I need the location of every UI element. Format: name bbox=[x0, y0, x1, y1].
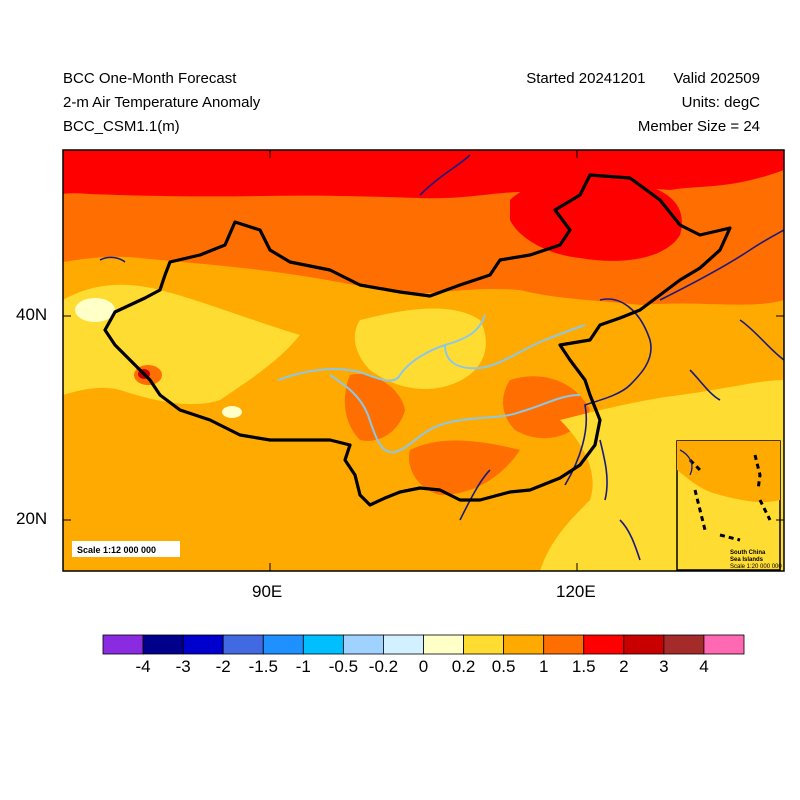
anomaly-fill-1p5-2-northeast bbox=[510, 176, 682, 261]
map-frame bbox=[62, 149, 785, 572]
inset-label-line1: South China bbox=[730, 550, 766, 556]
colorbar-label: 0.2 bbox=[451, 657, 476, 676]
y-tick-20n: 20N bbox=[16, 509, 48, 528]
colorbar-swatch bbox=[663, 634, 705, 655]
inset-dashed-line bbox=[688, 454, 772, 542]
colorbar-swatch bbox=[383, 634, 424, 655]
colorbar-swatch bbox=[703, 634, 745, 655]
scale-box bbox=[72, 541, 180, 557]
anomaly-fill-0-0p2-west bbox=[75, 298, 115, 322]
inset-coastline bbox=[679, 449, 693, 476]
anomaly-fill-0p2-0p5-west bbox=[63, 284, 300, 405]
colorbar-label: 0.5 bbox=[491, 657, 516, 676]
member-size-label: Member Size = 24 bbox=[637, 118, 760, 135]
colorbar-swatch bbox=[262, 634, 304, 655]
anomaly-fill-0p2-0p5-central bbox=[354, 308, 486, 390]
colorbar-swatch bbox=[423, 634, 464, 655]
colorbar-label: -1 bbox=[295, 657, 311, 676]
map-title: BCC One-Month Forecast bbox=[63, 70, 237, 87]
anomaly-field: Scale 1:12 000 000 South China Sea Islan… bbox=[63, 150, 784, 571]
date-info: Started 20241201 Valid 202509 bbox=[526, 70, 760, 88]
colorbar-swatch bbox=[142, 634, 184, 655]
colorbar-label: -1.5 bbox=[248, 657, 278, 676]
inset-label-line2: Sea Islands bbox=[730, 557, 764, 563]
colorbar-swatch bbox=[342, 634, 384, 655]
started-label: Started 20241201 bbox=[526, 70, 646, 87]
colorbar-label: 3 bbox=[659, 657, 669, 676]
colorbar-label: -0.2 bbox=[368, 657, 399, 676]
colorbar-label: 1 bbox=[538, 657, 549, 676]
model-label: BCC_CSM1.1(m) bbox=[63, 118, 180, 135]
yangtze-river bbox=[329, 374, 581, 454]
anomaly-fill-1-1p5-south bbox=[409, 440, 520, 495]
scale-main-label: Scale 1:12 000 000 bbox=[77, 545, 156, 555]
x-tick-120e: 120E bbox=[556, 582, 596, 601]
colorbar-label: 4 bbox=[699, 657, 709, 676]
colorbar-swatch bbox=[102, 634, 144, 655]
china-border bbox=[103, 173, 732, 507]
valid-label: Valid 202509 bbox=[673, 70, 760, 87]
colorbar-swatch bbox=[182, 634, 224, 655]
colorbar-swatch bbox=[302, 634, 344, 655]
yellow-river bbox=[277, 314, 586, 382]
colorbar-swatch bbox=[463, 634, 505, 655]
x-tick-90e: 90E bbox=[252, 582, 283, 601]
colorbar-label: -3 bbox=[175, 657, 191, 676]
colorbar-swatch bbox=[583, 634, 625, 655]
colorbar-label: -2 bbox=[215, 657, 231, 676]
inset-scale-label: Scale 1:20 000 000 bbox=[730, 564, 782, 570]
south-china-sea-inset: South China Sea Islands Scale 1:20 000 0… bbox=[676, 440, 782, 571]
colorbar-swatch bbox=[623, 634, 665, 655]
anomaly-fill-1-1p5-sichuan bbox=[344, 374, 405, 441]
colorbar bbox=[102, 634, 745, 655]
units-label: Units: degC bbox=[681, 94, 760, 111]
colorbar-label: -0.5 bbox=[328, 657, 359, 676]
colorbar-label: 2 bbox=[619, 657, 629, 676]
axis-ticks bbox=[63, 150, 784, 571]
colorbar-label: 0 bbox=[418, 657, 429, 676]
anomaly-fill-0-0p2-tibet bbox=[222, 406, 242, 418]
colorbar-swatch bbox=[503, 634, 545, 655]
coastline bbox=[99, 154, 784, 561]
colorbar-swatch bbox=[222, 634, 264, 655]
colorbar-label: -4 bbox=[135, 657, 151, 676]
variable-label: 2-m Air Temperature Anomaly bbox=[63, 94, 261, 111]
y-tick-40n: 40N bbox=[16, 305, 48, 324]
colorbar-swatch bbox=[543, 634, 585, 655]
colorbar-label: 1.5 bbox=[571, 657, 596, 676]
